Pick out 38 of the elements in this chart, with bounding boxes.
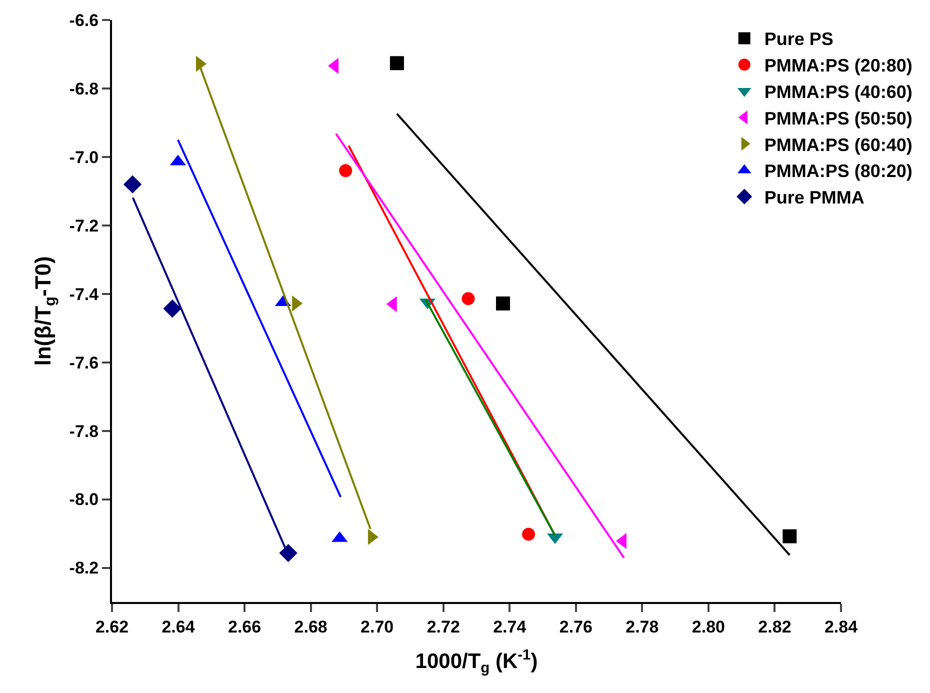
point (782, 529, 797, 544)
x-tick-label: 2.74 (493, 617, 527, 636)
x-tick-label: 2.82 (758, 617, 792, 636)
y-tick-label: -7.6 (69, 353, 99, 372)
y-tick-label: -8.2 (69, 558, 99, 578)
y-tick-label: -6.8 (69, 79, 99, 98)
legend-label: Pure PS (764, 29, 834, 50)
legend-label: PMMA:PS (50:50) (764, 108, 912, 128)
y-tick-label: -7.4 (69, 284, 100, 304)
legend-label: PMMA:PS (80:20) (764, 161, 912, 182)
point (462, 292, 475, 306)
y-tick-label: -8.0 (69, 490, 99, 510)
y-tick-label: -7.2 (69, 216, 99, 236)
legend-label: PMMA:PS (20:80) (764, 56, 912, 76)
x-tick-label: 2.84 (824, 617, 858, 636)
point (522, 528, 536, 541)
y-tick-label: -6.6 (69, 10, 99, 30)
legend-label: Pure PMMA (764, 188, 864, 208)
point (279, 544, 298, 562)
x-tick-label: 2.62 (95, 617, 129, 636)
x-axis-title: 1000/T$_{g}$ (K$^{-1}$) (415, 647, 538, 677)
x-tick-label: 2.66 (228, 617, 262, 636)
point (339, 164, 352, 178)
legend-label: PMMA:PS (40:60) (764, 82, 912, 102)
y-tick-label: -7.0 (69, 148, 99, 167)
x-tick-label: 2.68 (294, 617, 328, 636)
x-tick-label: 2.80 (692, 617, 725, 636)
x-tick-label: 2.64 (162, 617, 196, 636)
point (123, 175, 142, 194)
x-tick-label: 2.78 (626, 617, 659, 636)
x-tick-label: 2.70 (360, 617, 394, 636)
point (496, 296, 510, 310)
legend-label: PMMA:PS (60:40) (764, 134, 912, 155)
x-tick-label: 2.72 (426, 617, 460, 636)
point (390, 56, 404, 70)
y-tick-label: -7.8 (69, 422, 99, 441)
x-tick-label: 2.76 (559, 617, 592, 636)
point (163, 300, 182, 318)
